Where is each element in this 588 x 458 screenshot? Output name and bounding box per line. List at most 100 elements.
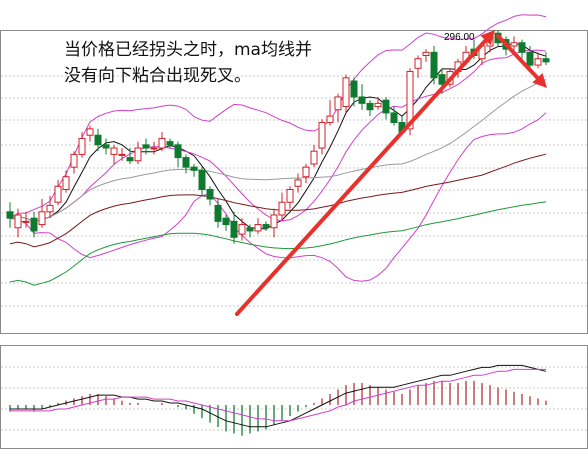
candle-body — [286, 188, 294, 203]
candle-body — [374, 102, 382, 108]
candle — [254, 218, 262, 235]
candle — [350, 77, 358, 107]
candle — [302, 163, 310, 184]
candle-body — [270, 214, 278, 229]
macd-dif-line — [10, 364, 547, 428]
candle — [102, 138, 110, 155]
candle-body — [118, 153, 126, 156]
candle-body — [534, 58, 542, 66]
candle — [134, 141, 142, 164]
arrow-shaft — [496, 34, 540, 80]
candle — [414, 55, 422, 78]
candle — [310, 144, 318, 168]
candle-body — [94, 134, 102, 146]
candle — [238, 218, 246, 241]
candle — [246, 224, 254, 238]
candle — [270, 208, 278, 238]
candle-body — [358, 96, 366, 104]
candle — [382, 96, 390, 120]
candle-body — [110, 147, 118, 155]
candle-body — [142, 144, 150, 149]
candle — [542, 52, 550, 66]
candle-body — [54, 185, 62, 203]
candle — [6, 202, 14, 228]
peak-price-label: 296.00 — [444, 32, 475, 43]
candle-body — [30, 217, 38, 232]
candle-body — [366, 102, 374, 111]
candle — [222, 214, 230, 231]
candle-body — [238, 224, 246, 235]
candle — [166, 138, 174, 149]
candle — [422, 49, 430, 62]
candle-body — [326, 115, 334, 123]
candle-body — [214, 204, 222, 222]
trend-arrows — [235, 30, 547, 316]
candle — [158, 132, 166, 152]
candle — [518, 39, 526, 59]
candle — [62, 170, 70, 193]
candle — [230, 211, 238, 244]
candle-body — [86, 128, 94, 136]
candle — [142, 138, 150, 155]
candle-body — [62, 176, 70, 190]
candle — [374, 96, 382, 110]
ma30-line — [9, 79, 547, 222]
grid-lines — [1, 75, 587, 431]
ma120-line — [9, 201, 547, 286]
candle — [390, 106, 398, 126]
candle — [182, 154, 190, 174]
candle-body — [78, 137, 86, 155]
candle-body — [310, 150, 318, 165]
candle-body — [382, 99, 390, 114]
candle-body — [414, 58, 422, 69]
candle-body — [342, 77, 350, 108]
candle — [54, 179, 62, 206]
candle — [190, 163, 198, 177]
candle — [334, 93, 342, 123]
candle-body — [542, 58, 550, 63]
candle — [262, 221, 270, 231]
ma10-line — [9, 49, 547, 222]
candle — [534, 52, 542, 69]
arrow-head — [480, 30, 495, 46]
candle-body — [46, 204, 54, 213]
candle-body — [406, 70, 414, 130]
candle-body — [134, 147, 142, 162]
candle-body — [526, 51, 534, 66]
candle — [70, 151, 78, 174]
moving-average-lines — [9, 14, 547, 286]
candle — [294, 173, 302, 193]
candle — [318, 119, 326, 155]
candle-body — [438, 74, 446, 85]
candle-body — [318, 121, 326, 149]
candle-body — [206, 188, 214, 200]
candle — [366, 100, 374, 117]
candle-body — [38, 211, 46, 226]
candle — [358, 84, 366, 110]
candle — [510, 36, 518, 53]
candle — [286, 186, 294, 209]
candle-body — [390, 112, 398, 123]
candle — [150, 141, 158, 155]
ma60-line — [9, 153, 547, 248]
candle — [110, 144, 118, 164]
candle-body — [254, 224, 262, 232]
candle — [430, 45, 438, 85]
candle — [46, 195, 54, 219]
candle — [30, 211, 38, 238]
candle — [326, 100, 334, 126]
macd-indicator — [9, 364, 547, 436]
candle-body — [518, 42, 526, 53]
lower-band-line — [9, 112, 547, 282]
candle-body — [334, 96, 342, 111]
candle-body — [262, 224, 270, 229]
candles — [6, 30, 550, 244]
candle-body — [246, 227, 254, 232]
candle-body — [102, 144, 110, 149]
arrow-head — [532, 73, 547, 88]
candle-body — [302, 166, 310, 178]
candle-body — [22, 220, 30, 223]
candle-body — [430, 51, 438, 79]
upper-band-line — [9, 14, 547, 219]
candle — [174, 141, 182, 168]
